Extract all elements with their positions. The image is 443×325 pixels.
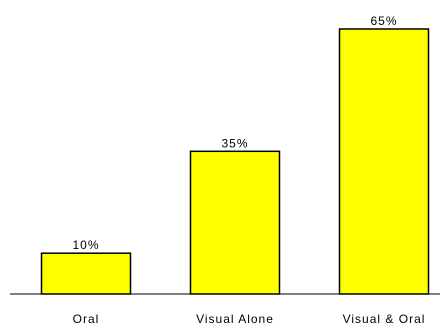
bar-value-label: 65% <box>370 14 397 28</box>
x-tick-label: Visual Alone <box>196 312 274 325</box>
bar-value-label: 35% <box>221 136 248 150</box>
bar-visual-alone <box>189 150 281 295</box>
x-tick-labels-group: Oral Visual Alone Visual & Oral <box>73 312 426 325</box>
x-tick-label: Oral <box>73 312 100 325</box>
x-tick-label: Visual & Oral <box>343 312 426 325</box>
value-labels-group: 10% 35% 65% <box>72 14 397 252</box>
bar-visual-oral <box>338 28 430 295</box>
bar-value-label: 10% <box>72 238 99 252</box>
bars-group <box>40 28 430 295</box>
bar-oral <box>40 252 132 295</box>
